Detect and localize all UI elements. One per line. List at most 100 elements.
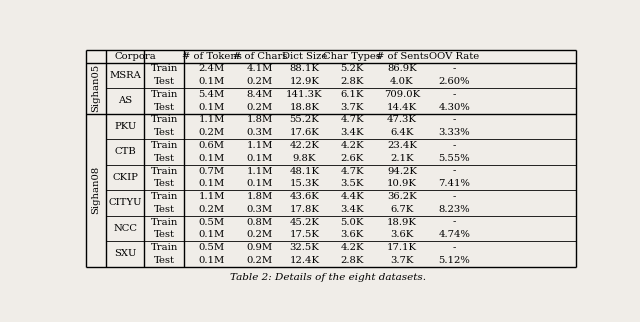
Text: 94.2K: 94.2K <box>387 166 417 175</box>
Text: 0.7M: 0.7M <box>198 166 225 175</box>
Text: -: - <box>452 166 456 175</box>
Text: 8.4M: 8.4M <box>246 90 273 99</box>
Text: Test: Test <box>154 103 175 112</box>
Text: Train: Train <box>150 90 178 99</box>
Text: # of Sents: # of Sents <box>376 52 428 61</box>
Text: 2.8K: 2.8K <box>340 256 364 265</box>
Text: -: - <box>452 141 456 150</box>
Text: 0.3M: 0.3M <box>247 128 273 137</box>
Text: 12.9K: 12.9K <box>289 77 319 86</box>
Text: Test: Test <box>154 230 175 239</box>
Text: 0.6M: 0.6M <box>198 141 225 150</box>
Text: 1.8M: 1.8M <box>246 116 273 125</box>
Text: -: - <box>452 116 456 125</box>
Text: 7.41%: 7.41% <box>438 179 470 188</box>
Text: 0.5M: 0.5M <box>198 218 225 227</box>
Text: -: - <box>452 64 456 73</box>
Text: 3.5K: 3.5K <box>340 179 364 188</box>
Text: 12.4K: 12.4K <box>289 256 319 265</box>
Text: 15.3K: 15.3K <box>289 179 319 188</box>
Text: Train: Train <box>150 141 178 150</box>
Text: 45.2K: 45.2K <box>289 218 319 227</box>
Text: PKU: PKU <box>114 122 136 131</box>
Text: 3.4K: 3.4K <box>340 128 364 137</box>
Text: Sighan08: Sighan08 <box>92 166 100 214</box>
Text: 3.33%: 3.33% <box>438 128 470 137</box>
Text: 36.2K: 36.2K <box>387 192 417 201</box>
Text: 6.4K: 6.4K <box>390 128 413 137</box>
Text: # of Chars: # of Chars <box>232 52 287 61</box>
Text: Test: Test <box>154 128 175 137</box>
Text: 2.8K: 2.8K <box>340 77 364 86</box>
Text: 0.2M: 0.2M <box>247 103 273 112</box>
Text: -: - <box>452 90 456 99</box>
Text: CTB: CTB <box>115 147 136 156</box>
Text: Test: Test <box>154 205 175 214</box>
Text: Sighan05: Sighan05 <box>92 64 100 112</box>
Text: 4.2K: 4.2K <box>340 141 364 150</box>
Text: Train: Train <box>150 64 178 73</box>
Text: 17.6K: 17.6K <box>289 128 319 137</box>
Text: SXU: SXU <box>114 250 136 259</box>
Text: 3.7K: 3.7K <box>340 103 364 112</box>
Text: 17.5K: 17.5K <box>289 230 319 239</box>
Text: 0.1M: 0.1M <box>198 77 225 86</box>
Text: 0.1M: 0.1M <box>198 179 225 188</box>
Text: 4.30%: 4.30% <box>438 103 470 112</box>
Text: 14.4K: 14.4K <box>387 103 417 112</box>
Text: Train: Train <box>150 192 178 201</box>
Text: 43.6K: 43.6K <box>289 192 319 201</box>
Text: 23.4K: 23.4K <box>387 141 417 150</box>
Text: 2.6K: 2.6K <box>340 154 364 163</box>
Text: 17.8K: 17.8K <box>289 205 319 214</box>
Text: 2.4M: 2.4M <box>198 64 225 73</box>
Text: Train: Train <box>150 116 178 125</box>
Text: 709.0K: 709.0K <box>384 90 420 99</box>
Text: 88.1K: 88.1K <box>289 64 319 73</box>
Text: 0.3M: 0.3M <box>247 205 273 214</box>
Text: 32.5K: 32.5K <box>289 243 319 252</box>
Text: # of Tokens: # of Tokens <box>182 52 241 61</box>
Text: 3.4K: 3.4K <box>340 205 364 214</box>
Text: Table 2: Details of the eight datasets.: Table 2: Details of the eight datasets. <box>230 273 426 282</box>
Text: 141.3K: 141.3K <box>286 90 323 99</box>
Text: 0.2M: 0.2M <box>247 77 273 86</box>
Text: 6.1K: 6.1K <box>340 90 364 99</box>
Text: MSRA: MSRA <box>109 71 141 80</box>
Text: 48.1K: 48.1K <box>289 166 319 175</box>
Text: Test: Test <box>154 77 175 86</box>
Text: Train: Train <box>150 243 178 252</box>
Text: 5.2K: 5.2K <box>340 64 364 73</box>
Text: Test: Test <box>154 179 175 188</box>
Text: 3.7K: 3.7K <box>390 256 413 265</box>
Text: 0.2M: 0.2M <box>198 128 225 137</box>
Text: 4.0K: 4.0K <box>390 77 413 86</box>
Text: Test: Test <box>154 256 175 265</box>
Text: 18.8K: 18.8K <box>289 103 319 112</box>
Text: Char Types: Char Types <box>323 52 381 61</box>
Text: 1.1M: 1.1M <box>198 116 225 125</box>
Text: -: - <box>452 192 456 201</box>
Text: 10.9K: 10.9K <box>387 179 417 188</box>
Text: Train: Train <box>150 166 178 175</box>
Text: 4.1M: 4.1M <box>246 64 273 73</box>
Text: 4.4K: 4.4K <box>340 192 364 201</box>
Text: 3.6K: 3.6K <box>340 230 364 239</box>
Text: Train: Train <box>150 218 178 227</box>
Text: CKIP: CKIP <box>112 173 138 182</box>
Text: 5.55%: 5.55% <box>438 154 470 163</box>
Text: AS: AS <box>118 96 132 105</box>
Text: 4.74%: 4.74% <box>438 230 470 239</box>
Text: -: - <box>452 218 456 227</box>
Text: 1.1M: 1.1M <box>198 192 225 201</box>
Text: 0.2M: 0.2M <box>198 205 225 214</box>
Text: 0.1M: 0.1M <box>198 230 225 239</box>
Text: 4.2K: 4.2K <box>340 243 364 252</box>
Text: 9.8K: 9.8K <box>292 154 316 163</box>
Text: 1.1M: 1.1M <box>246 166 273 175</box>
Text: 0.1M: 0.1M <box>246 179 273 188</box>
Text: 5.0K: 5.0K <box>340 218 364 227</box>
Text: CITYU: CITYU <box>108 198 142 207</box>
Text: 0.1M: 0.1M <box>246 154 273 163</box>
Text: 42.2K: 42.2K <box>289 141 319 150</box>
